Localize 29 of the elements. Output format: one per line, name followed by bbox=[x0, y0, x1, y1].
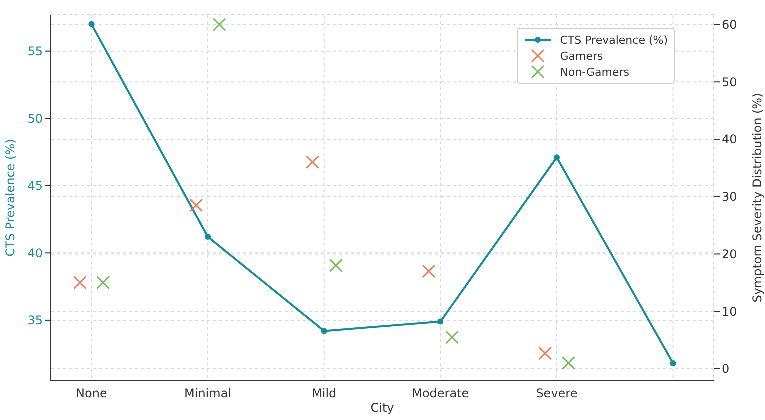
x-tick-label: Moderate bbox=[412, 386, 470, 401]
point bbox=[88, 21, 95, 28]
y-tick-label: 40 bbox=[28, 246, 43, 260]
legend-label: CTS Prevalence (%) bbox=[560, 34, 668, 46]
point bbox=[554, 154, 560, 161]
x-tick-label: None bbox=[76, 386, 108, 401]
y-axis-title: CTS Prevalence (%) bbox=[3, 139, 18, 257]
y2-tick-label: 40 bbox=[722, 132, 738, 147]
y2-tick-label: 10 bbox=[722, 304, 738, 319]
y2-tick-label: 20 bbox=[722, 247, 738, 262]
x-tick-label: Minimal bbox=[184, 386, 232, 401]
legend-label: Non-Gamers bbox=[560, 66, 630, 78]
point bbox=[670, 360, 676, 367]
point bbox=[438, 318, 444, 325]
y2-tick-label: 60 bbox=[722, 18, 738, 32]
point bbox=[205, 234, 212, 240]
y2-tick-label: 30 bbox=[722, 190, 738, 204]
y-tick-label: 35 bbox=[28, 314, 43, 328]
y2-tick-label: 50 bbox=[722, 75, 738, 90]
y-tick-label: 50 bbox=[28, 112, 43, 126]
y2-tick-label: 0 bbox=[722, 362, 730, 376]
x-tick-label: Mild bbox=[312, 386, 337, 401]
x-axis-title: City bbox=[370, 401, 394, 415]
y-tick-label: 45 bbox=[28, 179, 43, 194]
x-tick-label: Severe bbox=[536, 386, 578, 401]
point bbox=[321, 328, 328, 334]
legend-label: Gamers bbox=[560, 50, 604, 62]
y-tick-label: 55 bbox=[28, 44, 43, 59]
y2-axis-title: Symptom Severity Distribution (%) bbox=[750, 93, 764, 303]
